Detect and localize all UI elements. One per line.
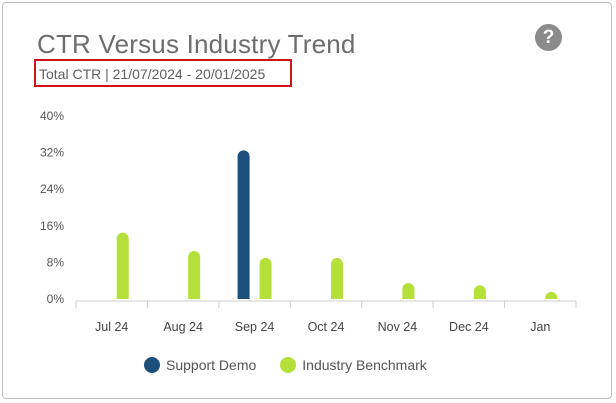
x-tick-label: Aug 24 [163,320,203,334]
chart-title: CTR Versus Industry Trend [37,29,356,59]
x-tick-label: Sep 24 [235,320,275,334]
x-tick-label: Dec 24 [449,320,489,334]
chart-card: CTR Versus Industry Trend Total CTR | 21… [2,2,612,399]
legend-label-industry-benchmark: Industry Benchmark [302,357,427,373]
x-tick-label: Jul 24 [95,320,128,334]
bar-industry-benchmark [545,291,558,299]
x-tick-label: Oct 24 [308,320,345,334]
y-tick-label: 40% [40,109,64,123]
legend-label-support-demo: Support Demo [166,357,257,373]
legend-item-industry-benchmark[interactable]: Industry Benchmark [280,357,427,373]
bar-industry-benchmark [331,257,343,299]
y-tick-label: 0% [47,292,65,306]
bar-industry-benchmark [473,285,486,299]
legend-swatch-industry-benchmark [280,357,297,373]
x-tick-label: Nov 24 [378,320,418,334]
chart-legend: Support Demo Industry Benchmark [144,357,451,373]
y-tick-label: 32% [40,146,64,160]
date-range-highlight: Total CTR | 21/07/2024 - 20/01/2025 [34,59,292,87]
legend-item-support-demo[interactable]: Support Demo [144,357,256,373]
y-tick-label: 8% [47,255,65,269]
bar-industry-benchmark [259,257,272,299]
bar-industry-benchmark [402,282,415,299]
chart-subtitle: Total CTR | 21/07/2024 - 20/01/2025 [39,66,266,82]
bar-industry-benchmark [188,250,201,299]
y-tick-label: 24% [40,182,64,196]
bar-industry-benchmark [116,232,129,299]
x-tick-label: Jan [530,320,550,334]
legend-swatch-support-demo [144,357,160,373]
y-tick-label: 16% [40,219,64,233]
bar-support-demo [237,150,250,299]
help-icon[interactable]: ? [535,24,562,51]
